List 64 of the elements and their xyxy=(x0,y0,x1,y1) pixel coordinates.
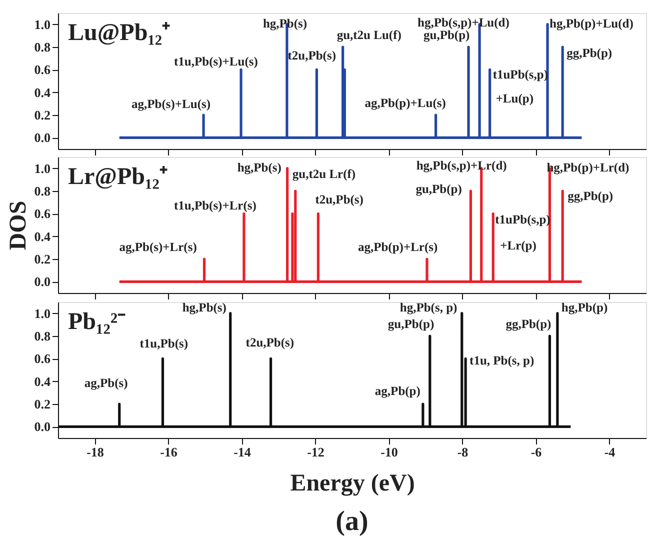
annotation: gu,t2u Lu(f) xyxy=(336,28,402,42)
x-tick-label: -12 xyxy=(307,444,324,460)
x-tick-label: -10 xyxy=(380,444,398,460)
y-tick-label: 0.8 xyxy=(34,40,51,54)
y-axis-title: DOS xyxy=(5,200,32,250)
y-tick-label: 0.6 xyxy=(34,62,51,78)
annotation: ag,Pb(s) xyxy=(84,376,128,390)
annotation: ag,Pb(p)+Lu(s) xyxy=(364,96,446,110)
y-tick-label: 0.2 xyxy=(34,108,50,122)
annotation: gu,Pb(p) xyxy=(388,317,434,331)
annotation: gg,Pb(p) xyxy=(506,317,552,331)
y-tick-label: 1.0 xyxy=(34,16,50,32)
annotation: hg,Pb(s,p)+Lu(d) xyxy=(418,15,510,30)
x-tick-label: -4 xyxy=(604,444,616,460)
annotation: hg,Pb(s) xyxy=(182,300,226,314)
y-tick-label: 0.0 xyxy=(34,274,50,290)
y-tick-label: 0.4 xyxy=(34,228,51,244)
x-tick-label: -16 xyxy=(160,444,178,460)
y-tick-label: 0.6 xyxy=(34,351,51,366)
annotation: +Lr(p) xyxy=(500,238,536,253)
annotation: hg,Pb(s,p)+Lr(d) xyxy=(416,158,507,172)
annotation: gg,Pb(p) xyxy=(566,46,612,60)
annotation: gu,Pb(p) xyxy=(423,28,470,42)
annotation: gg,Pb(p) xyxy=(568,189,614,203)
y-tick-label: 0.4 xyxy=(34,84,51,100)
annotation: hg,Pb(p)+Lr(d) xyxy=(546,160,630,174)
y-tick-label: 0.2 xyxy=(34,396,50,412)
y-tick-label: 1.0 xyxy=(34,306,50,321)
y-tick-label: 1.0 xyxy=(34,160,50,176)
x-axis-title: Energy (eV) xyxy=(290,470,415,496)
annotation: t1u, Pb(s, p) xyxy=(470,354,534,368)
x-tick-label: -18 xyxy=(86,444,104,460)
chart-title: Lr@Pb₁₂⁺ xyxy=(68,164,168,190)
text: (a) xyxy=(336,506,368,537)
y-tick-label: 0.0 xyxy=(34,419,50,434)
x-tick-label: -8 xyxy=(457,444,469,460)
y-tick-label: 0.8 xyxy=(34,328,51,344)
annotation: t2u,Pb(s) xyxy=(315,192,364,207)
annotation: ag,Pb(s)+Lu(s) xyxy=(132,97,211,111)
annotation: gu,Pb(p) xyxy=(416,182,462,196)
annotation: t2u,Pb(s) xyxy=(246,336,294,350)
annotation: ag,Pb(s)+Lr(s) xyxy=(119,240,197,254)
annotation: hg,Pb(p)+Lu(d) xyxy=(550,16,634,30)
chart-title: Pb₁₂²⁻ xyxy=(68,309,126,335)
annotation: t1u,Pb(s) xyxy=(140,336,188,351)
x-tick-label: -6 xyxy=(530,444,542,460)
y-tick-label: 0.8 xyxy=(34,184,51,198)
annotation: hg,Pb(s, p) xyxy=(400,300,458,314)
annotation: t1u,Pb(s)+Lu(s) xyxy=(174,54,258,69)
annotation: ag,Pb(p)+Lr(s) xyxy=(358,240,438,254)
y-tick-label: 0.4 xyxy=(34,374,51,389)
annotation: ag,Pb(p) xyxy=(374,384,420,398)
annotation: hg,Pb(s) xyxy=(262,16,308,30)
annotation: hg,Pb(s) xyxy=(237,160,282,174)
chart-title: Lu@Pb₁₂⁺ xyxy=(68,20,170,46)
annotation: gu,t2u Lr(f) xyxy=(292,167,356,181)
annotation: hg,Pb(p) xyxy=(561,300,608,314)
x-tick-label: -14 xyxy=(234,444,252,460)
annotation: t2u,Pb(s) xyxy=(288,48,336,63)
y-tick-label: 0.0 xyxy=(34,130,50,146)
annotation: +Lu(p) xyxy=(496,92,534,106)
y-tick-label: 0.2 xyxy=(34,252,50,266)
y-tick-label: 0.6 xyxy=(34,206,51,222)
annotation: t1u,Pb(s)+Lr(s) xyxy=(174,198,256,213)
